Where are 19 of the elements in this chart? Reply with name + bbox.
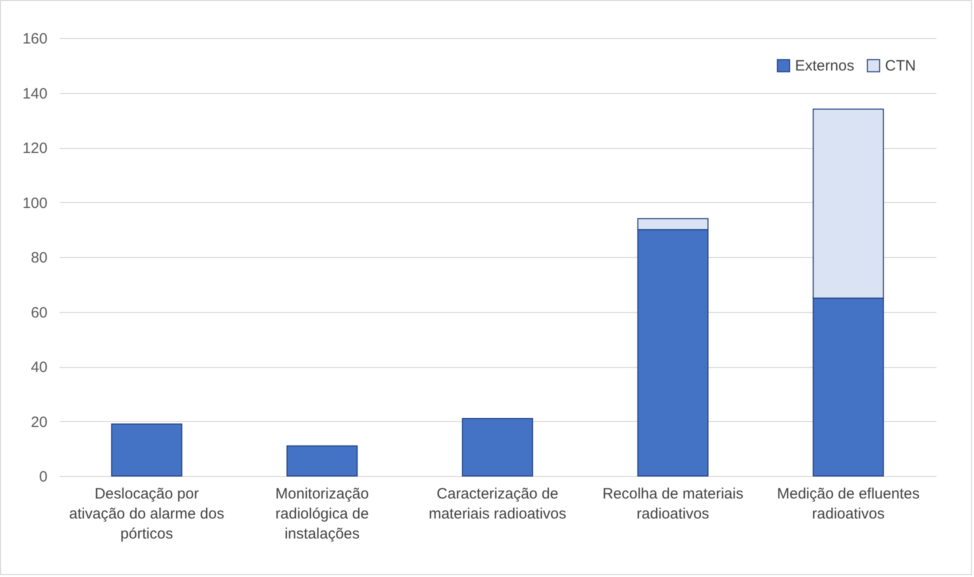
legend-label: Externos: [795, 58, 854, 75]
bar: [111, 423, 182, 476]
x-tick-label: Medição de efluentes radioativos: [776, 486, 920, 522]
y-tick-label: 20: [30, 414, 48, 431]
bar: [462, 418, 534, 476]
y-tick-label: 80: [30, 250, 48, 266]
bar: [286, 445, 358, 476]
x-tick-label: Recolha de materiais radioativos: [602, 486, 744, 522]
legend-label: CTN: [885, 58, 916, 75]
y-tick-label: 40: [30, 359, 48, 376]
y-tick-label: 140: [22, 85, 48, 102]
x-tick-label: Caracterização de materiais radioativos: [428, 486, 566, 522]
y-tick-label: 60: [30, 304, 48, 322]
y-tick-label: 120: [22, 140, 48, 157]
x-tick-label: Monitorização radiológica de instalações: [275, 486, 369, 542]
y-tick-label: 0: [39, 468, 48, 486]
y-tick-label: 100: [22, 194, 48, 212]
x-tick-label: Deslocação por ativação do alarme dos pórticos: [69, 486, 224, 542]
y-tick-label: 160: [22, 30, 48, 48]
